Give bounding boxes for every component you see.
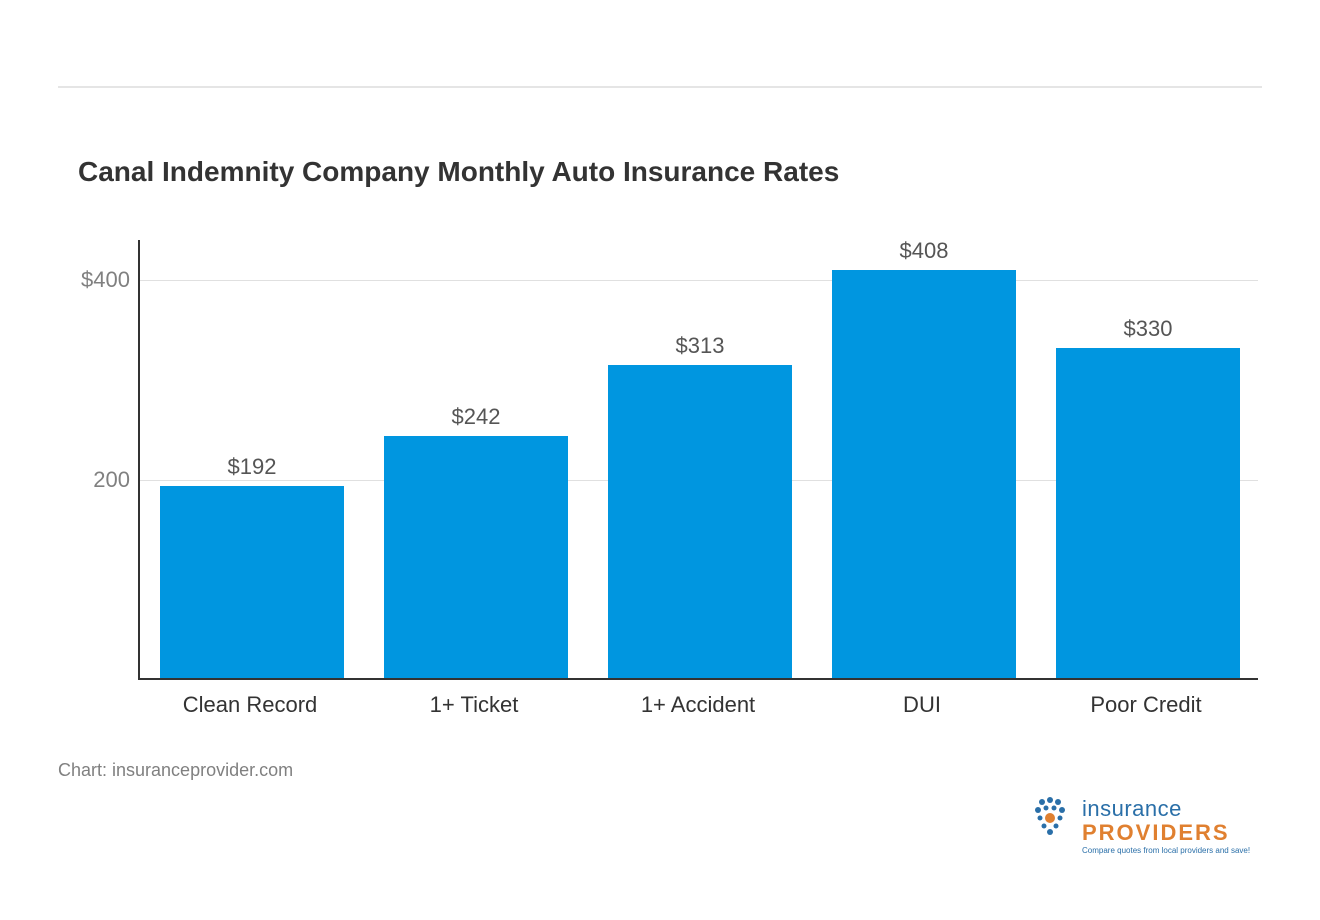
plot-area: $192 $242 $313 $408 $330 [138,240,1258,680]
logo-line1: insurance [1082,796,1182,822]
chart-attribution: Chart: insuranceprovider.com [58,760,293,781]
bar-value-label: $192 [228,454,277,488]
bar [160,486,344,678]
brand-logo: insurance PROVIDERS Compare quotes from … [1032,790,1262,870]
x-tick-label: 1+ Accident [641,692,755,718]
logo-tagline: Compare quotes from local providers and … [1082,846,1250,855]
bar [384,436,568,678]
bar-chart: $192 $242 $313 $408 $330 200 $400 Clean Record… [78,240,1258,730]
x-tick-label: 1+ Ticket [430,692,519,718]
bar-value-label: $408 [900,238,949,272]
y-tick-label: 200 [78,467,130,493]
bar [1056,348,1240,678]
logo-line2: PROVIDERS [1082,820,1230,846]
x-tick-label: Poor Credit [1090,692,1201,718]
bar-value-label: $330 [1124,316,1173,350]
chart-title: Canal Indemnity Company Monthly Auto Ins… [78,156,839,188]
x-tick-label: Clean Record [183,692,318,718]
top-divider [58,86,1262,88]
logo-dots-icon [1032,794,1080,842]
bar [832,270,1016,678]
bar-value-label: $313 [676,333,725,367]
x-tick-label: DUI [903,692,941,718]
gridline [140,280,1258,281]
bar [608,365,792,678]
bar-value-label: $242 [452,404,501,438]
y-tick-label: $400 [78,267,130,293]
